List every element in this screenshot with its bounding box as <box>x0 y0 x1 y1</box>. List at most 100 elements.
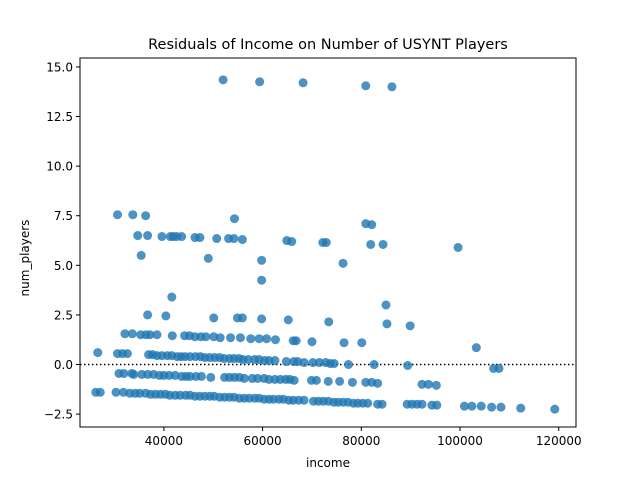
data-point <box>141 211 151 221</box>
data-point <box>136 250 146 260</box>
data-point <box>366 239 376 249</box>
data-point <box>243 355 253 365</box>
x-tick-label: 120000 <box>536 434 582 448</box>
data-point <box>270 335 280 345</box>
data-point <box>152 330 162 340</box>
data-point <box>129 369 139 379</box>
data-point <box>308 358 318 368</box>
data-point <box>343 360 353 370</box>
data-point <box>382 319 392 329</box>
data-point <box>257 275 267 285</box>
data-point <box>311 375 321 385</box>
data-point <box>257 314 267 324</box>
x-tick-label: 40000 <box>145 434 183 448</box>
data-point <box>467 401 477 411</box>
data-point <box>291 336 301 346</box>
data-point <box>298 78 308 88</box>
data-point <box>299 358 309 368</box>
y-tick-label: 12.5 <box>46 110 73 124</box>
data-point <box>550 404 560 414</box>
data-point <box>246 334 256 344</box>
data-point <box>459 401 469 411</box>
data-point <box>314 358 324 368</box>
data-point <box>262 334 272 344</box>
data-point <box>195 233 205 243</box>
data-point <box>367 220 377 230</box>
data-point <box>226 333 236 343</box>
data-point <box>338 258 348 268</box>
data-point <box>119 368 129 378</box>
data-point <box>212 234 222 244</box>
plot-frame <box>79 57 577 428</box>
data-point <box>254 334 264 344</box>
data-point <box>229 214 239 224</box>
y-tick-label: 0.0 <box>54 358 73 372</box>
data-point <box>255 77 265 87</box>
data-point <box>516 403 526 413</box>
y-tick-label: −2.5 <box>44 408 73 422</box>
plot-area <box>79 57 577 428</box>
data-point <box>381 300 391 310</box>
data-point <box>270 356 280 366</box>
y-axis-label: num_players <box>18 220 32 297</box>
data-point <box>167 331 177 341</box>
data-point <box>417 399 427 409</box>
data-point <box>239 373 249 383</box>
y-tick-label: 10.0 <box>46 160 73 174</box>
data-point <box>347 377 357 387</box>
data-point <box>128 210 138 220</box>
data-point <box>373 378 383 388</box>
data-point <box>229 234 239 244</box>
data-point <box>387 82 397 92</box>
y-axis: −2.5 0.0 2.5 5.0 7.5 10.0 12.5 15.0 <box>44 60 80 422</box>
x-tick-label: 80000 <box>342 434 380 448</box>
data-point <box>289 375 299 385</box>
y-tick-label: 2.5 <box>54 308 73 322</box>
data-point <box>206 372 216 382</box>
y-tick-label: 7.5 <box>54 209 73 223</box>
data-point <box>339 338 349 348</box>
data-point <box>218 75 228 85</box>
x-tick-label: 60000 <box>244 434 282 448</box>
data-point <box>357 338 367 348</box>
data-point <box>281 357 291 367</box>
data-point <box>405 321 415 331</box>
data-point <box>283 315 293 325</box>
data-point <box>120 329 130 339</box>
data-point <box>307 337 317 347</box>
data-point <box>161 311 171 321</box>
data-point <box>111 387 121 397</box>
data-point <box>487 402 497 412</box>
data-point <box>494 363 504 373</box>
data-point <box>324 317 334 327</box>
data-point <box>432 400 442 410</box>
data-point <box>299 395 309 405</box>
x-axis: 40000 60000 80000 100000 120000 <box>145 427 582 448</box>
data-point <box>257 255 267 265</box>
data-point <box>496 402 506 412</box>
x-axis-label: income <box>306 456 350 470</box>
data-point <box>237 235 247 245</box>
data-point <box>201 332 211 342</box>
data-point <box>237 313 247 323</box>
data-point <box>177 232 187 242</box>
chart-title: Residuals of Income on Number of USYNT P… <box>148 37 508 53</box>
data-point <box>323 376 333 386</box>
data-points <box>91 75 560 414</box>
data-point <box>133 231 143 241</box>
data-point <box>453 242 463 252</box>
data-point <box>143 310 153 320</box>
data-point <box>417 379 427 389</box>
y-tick-label: 15.0 <box>46 60 73 74</box>
data-point <box>143 231 153 241</box>
data-point <box>431 380 441 390</box>
data-point <box>215 333 225 343</box>
data-point <box>423 379 433 389</box>
data-point <box>369 360 379 370</box>
data-point <box>145 330 155 340</box>
data-point <box>377 399 387 409</box>
data-point <box>196 371 206 381</box>
data-point <box>378 239 388 249</box>
data-point <box>471 343 481 353</box>
